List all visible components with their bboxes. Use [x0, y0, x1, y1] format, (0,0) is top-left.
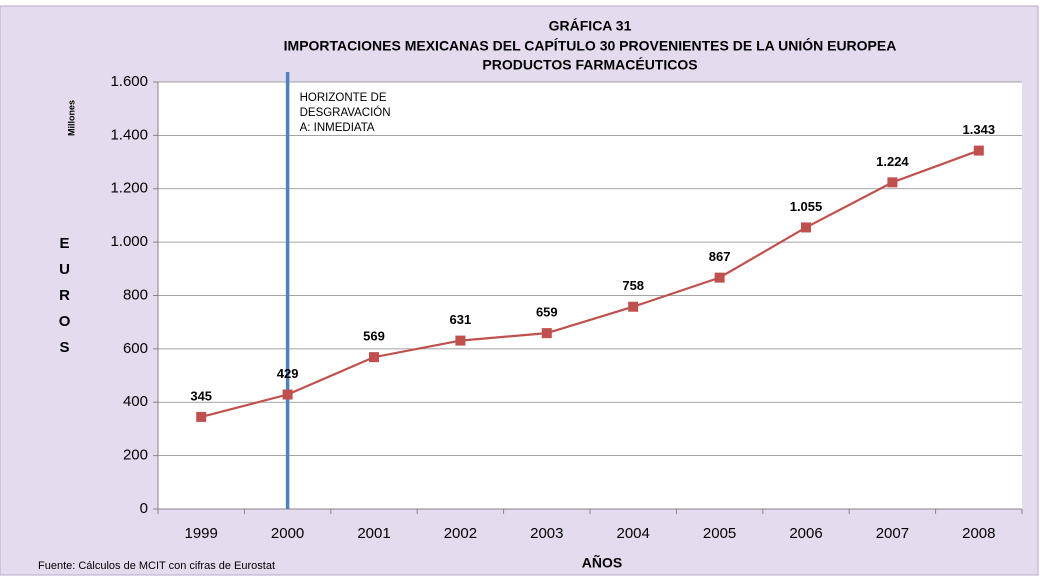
y-tick-label: 800: [123, 286, 148, 303]
data-label: 867: [709, 249, 731, 264]
x-tick-label: 2008: [962, 525, 995, 542]
annotation: HORIZONTE DE: [300, 92, 387, 104]
y-axis-label: EUROS: [56, 235, 73, 365]
data-label: 1.343: [963, 122, 996, 137]
data-point: [282, 389, 293, 400]
chart-subtitle: PRODUCTOS FARMACÉUTICOS: [482, 57, 697, 73]
x-tick-label: 2001: [357, 525, 390, 542]
data-label: 659: [536, 305, 558, 320]
data-point: [714, 272, 725, 283]
data-point: [455, 335, 466, 346]
x-tick-label: 2005: [703, 525, 736, 542]
data-point: [801, 222, 811, 233]
y-tick-label: 1.600: [110, 73, 148, 90]
y-unit: Millones: [66, 100, 76, 136]
y-tick-label: 600: [123, 340, 148, 357]
x-tick-label: 2000: [271, 525, 304, 542]
x-tick-label: 2002: [444, 525, 477, 542]
chart-subtitle: IMPORTACIONES MEXICANAS DEL CAPÍTULO 30 …: [284, 37, 897, 54]
data-point: [628, 301, 639, 312]
y-tick-label: 0: [140, 500, 148, 517]
data-label: 569: [363, 329, 385, 344]
source-note: Fuente: Cálculos de MCIT con cifras de E…: [38, 560, 275, 572]
y-tick-label: 200: [123, 447, 148, 464]
x-tick-label: 2004: [617, 525, 650, 542]
data-point: [196, 411, 207, 422]
annotation: DESGRAVACIÓN: [300, 106, 391, 119]
x-tick-label: 1999: [185, 525, 218, 542]
data-point: [887, 177, 898, 188]
data-label: 345: [190, 388, 212, 403]
x-tick-label: 2003: [530, 525, 563, 542]
annotation: A: INMEDIATA: [300, 122, 375, 134]
data-label: 758: [622, 278, 644, 293]
y-tick-label: 1.000: [110, 233, 148, 250]
data-point: [973, 145, 984, 156]
y-tick-label: 400: [123, 393, 148, 410]
chart-title: GRÁFICA 31: [549, 18, 632, 34]
y-tick-label: 1.400: [110, 126, 148, 143]
data-point: [369, 352, 379, 363]
data-label: 631: [450, 312, 472, 327]
data-label: 1.224: [876, 154, 909, 169]
data-line: [200, 149, 980, 418]
x-axis-label: AÑOS: [582, 554, 622, 571]
data-label: 429: [277, 366, 299, 381]
data-point: [541, 328, 552, 339]
x-tick-label: 2006: [789, 525, 822, 542]
data-label: 1.055: [790, 199, 823, 214]
x-tick-label: 2007: [876, 525, 909, 542]
y-tick-label: 1.200: [110, 180, 148, 197]
